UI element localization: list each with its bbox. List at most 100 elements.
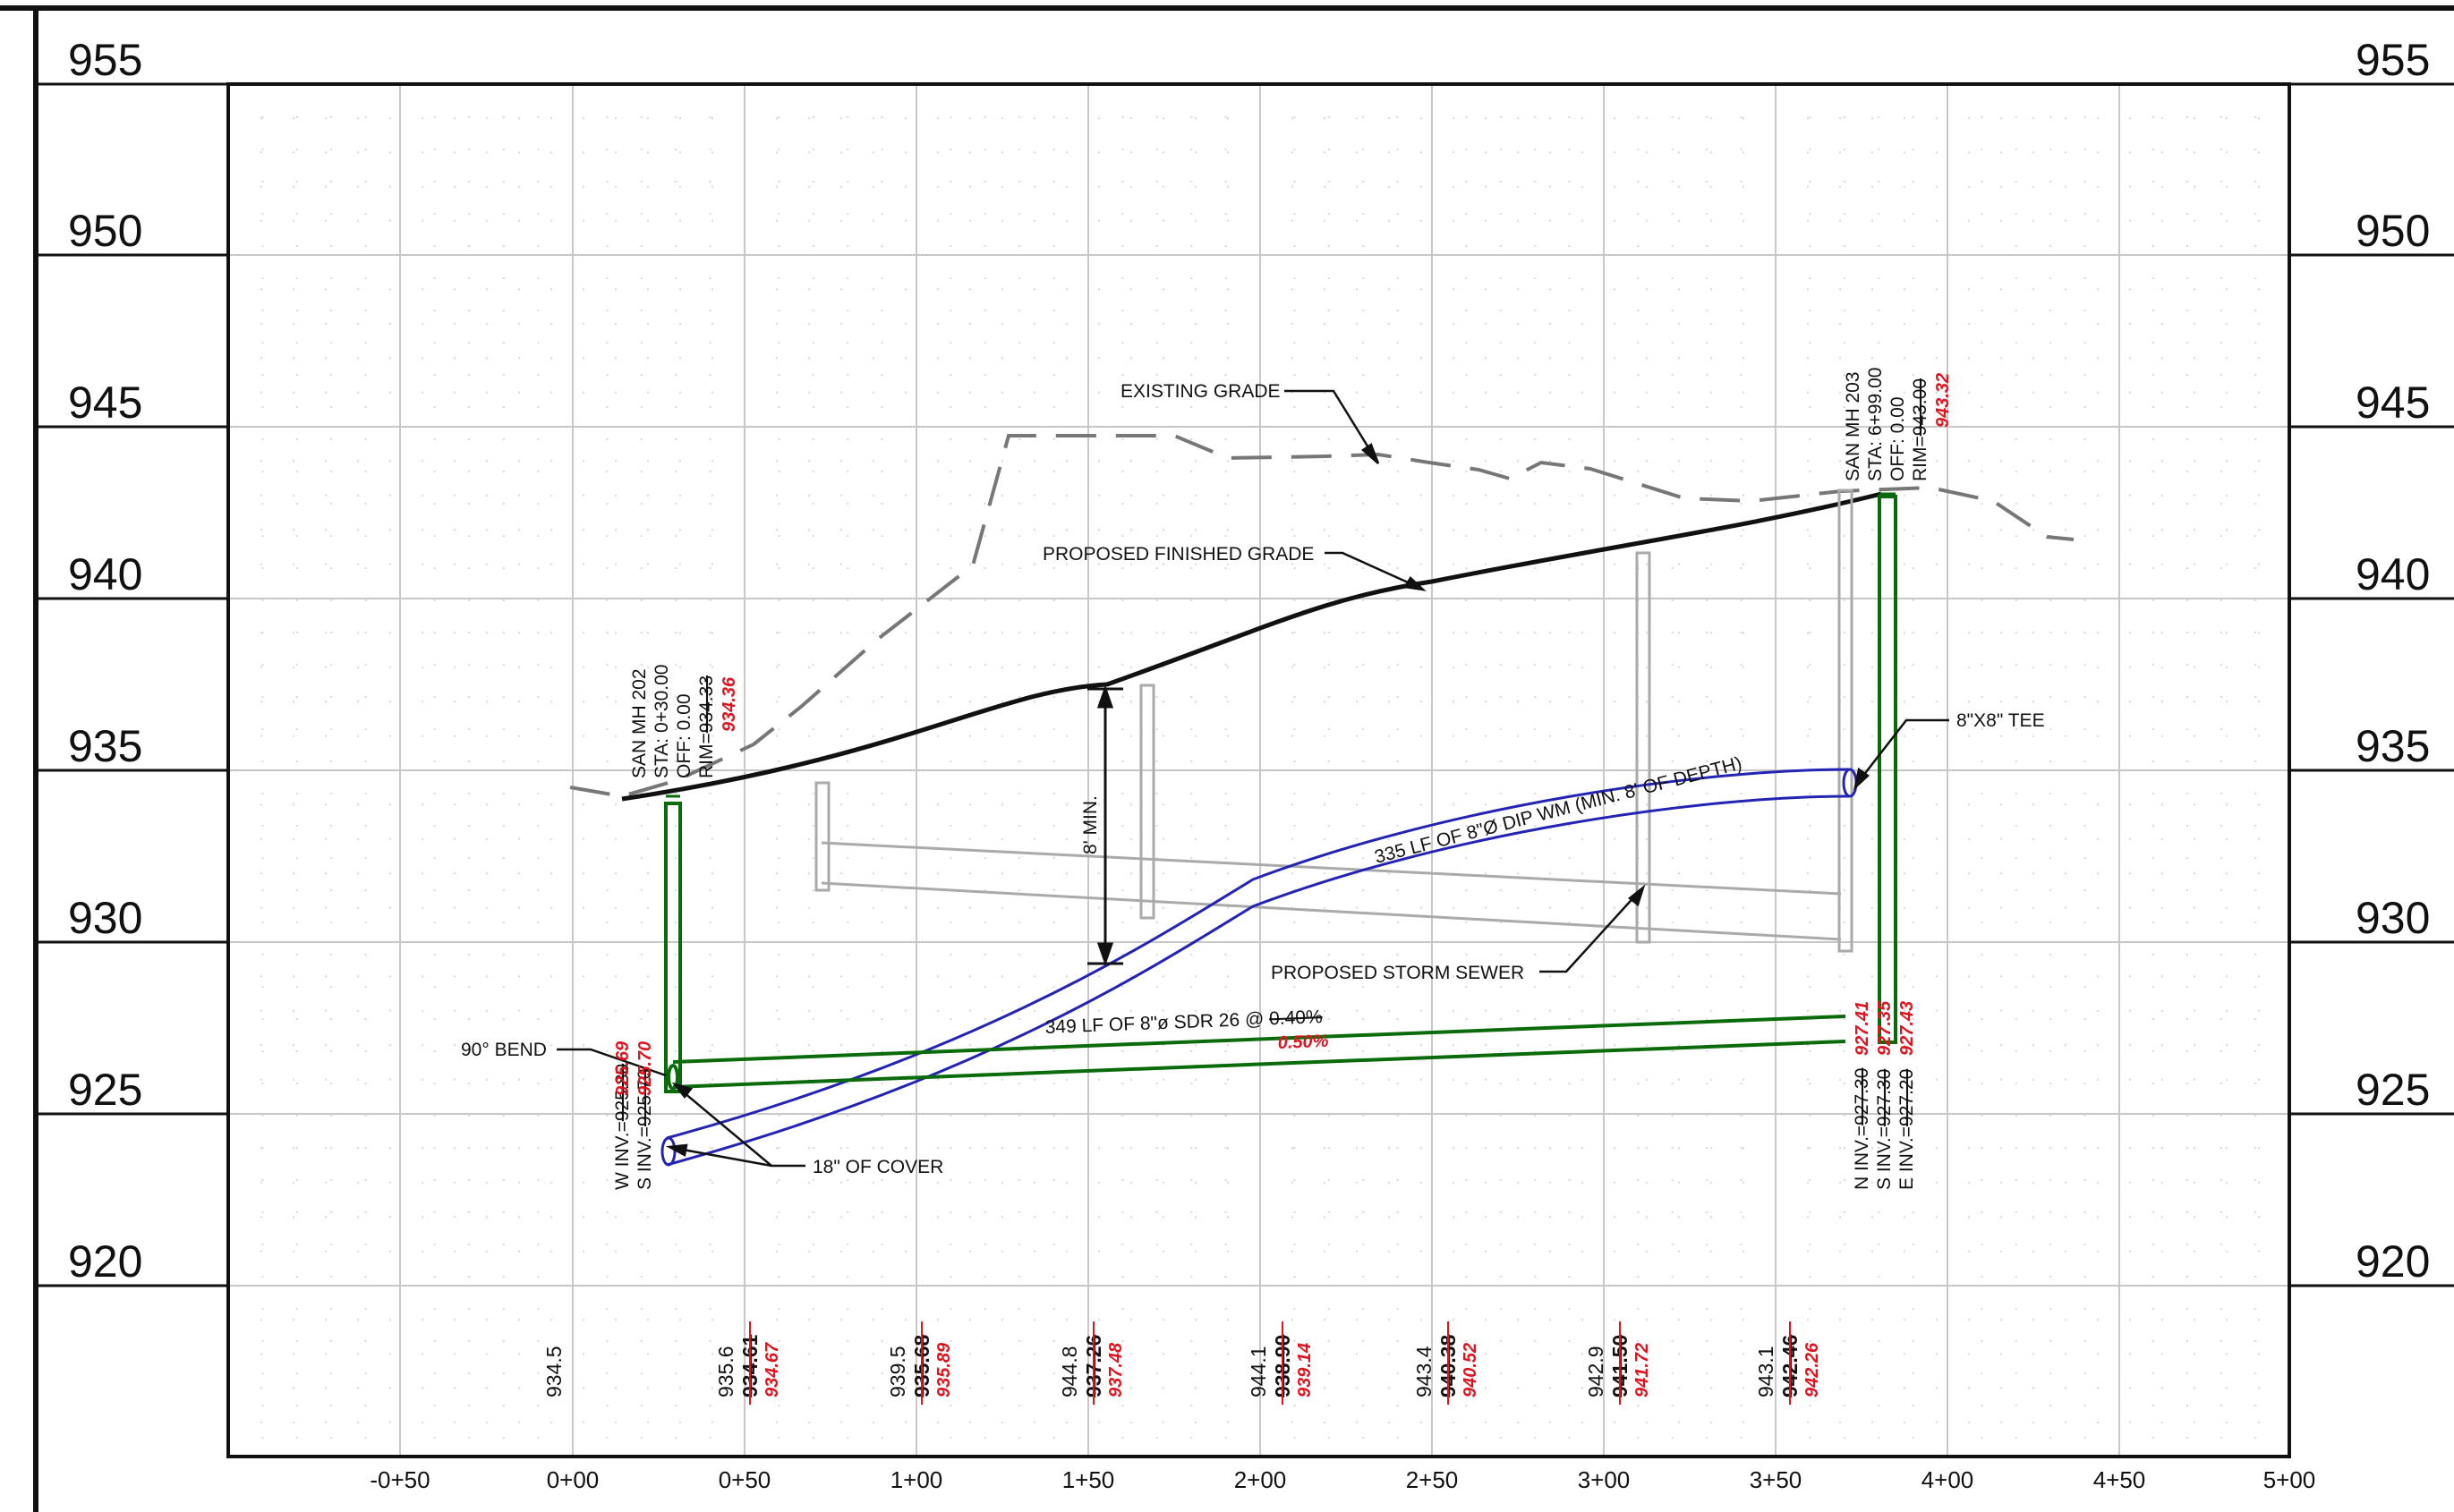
proposed-grade-new: 940.52 bbox=[1461, 1343, 1480, 1397]
proposed-finished-grade-line bbox=[621, 491, 1882, 802]
elevation-label-left: 935 bbox=[68, 721, 142, 771]
mh203-off: OFF: 0.00 bbox=[1887, 396, 1908, 481]
mh203-n-inv-new: 927.41 bbox=[1853, 1001, 1872, 1056]
elevation-label-right: 955 bbox=[2356, 35, 2430, 85]
major-grid bbox=[228, 84, 2289, 1457]
elevation-label-right: 935 bbox=[2356, 721, 2430, 771]
mh203-rim-prefix: RIM= bbox=[1910, 436, 1930, 481]
mh202-rim-new: 934.36 bbox=[720, 676, 739, 732]
mh203-rim-new: 943.32 bbox=[1933, 373, 1953, 428]
storm-sewer bbox=[814, 488, 1853, 953]
station-label: -0+50 bbox=[370, 1466, 430, 1493]
cover-leader-1 bbox=[677, 1087, 805, 1168]
elevation-label-right: 920 bbox=[2356, 1236, 2430, 1287]
mh202-callout: SAN MH 202 STA: 0+30.00 OFF: 0.00 RIM=93… bbox=[612, 665, 739, 1190]
station-label: 1+00 bbox=[890, 1466, 943, 1493]
proposed-grade-new: 941.72 bbox=[1632, 1343, 1652, 1397]
existing-grade-value: 944.1 bbox=[1247, 1346, 1270, 1397]
existing-grade-value: 934.5 bbox=[542, 1346, 566, 1397]
station-label: 4+50 bbox=[2093, 1466, 2146, 1493]
elevation-label-right: 950 bbox=[2356, 206, 2430, 256]
elevation-axis: 955 955 950 950 945 945 940 940 935 935 930 930 925 9… bbox=[36, 35, 2454, 1287]
mh202-s-inv-old: 925.70 bbox=[635, 1069, 655, 1126]
watermain-bottom bbox=[666, 794, 1851, 1167]
mh203-e-inv-prefix: E INV.= bbox=[1896, 1126, 1917, 1190]
mh202-sta: STA: 0+30.00 bbox=[652, 665, 672, 778]
elevation-label-right: 930 bbox=[2356, 893, 2430, 943]
min-depth-arrow-top bbox=[1096, 684, 1114, 709]
storm-pipe-top bbox=[821, 841, 1842, 896]
mh203-n-inv: N INV.=927.30 bbox=[1852, 1068, 1872, 1190]
station-axis: -0+50 0+00 0+50 1+00 1+50 2+00 2+50 3+00 3+50 4+0… bbox=[370, 1466, 2315, 1493]
mh202-name: SAN MH 202 bbox=[629, 668, 650, 778]
sanitary-label-text: 349 LF OF 8"ø SDR 26 @ bbox=[1044, 1008, 1269, 1038]
station-label: 1+50 bbox=[1062, 1466, 1115, 1493]
tee-arrow bbox=[1853, 767, 1870, 791]
tee-label: 8"X8" TEE bbox=[1956, 710, 2045, 731]
proposed-grade-new: 937.48 bbox=[1106, 1342, 1126, 1397]
mh202-off: OFF: 0.00 bbox=[674, 693, 694, 778]
mh203-e-inv-old: 927.20 bbox=[1896, 1069, 1917, 1126]
mh203-s-inv-prefix: S INV.= bbox=[1874, 1126, 1895, 1190]
min-depth-label: 8' MIN. bbox=[1080, 795, 1101, 854]
station-label: 0+00 bbox=[547, 1466, 600, 1493]
min-depth-dimension bbox=[1087, 684, 1123, 966]
mh203-e-inv: E INV.=927.20 bbox=[1896, 1069, 1917, 1190]
elevation-label-left: 925 bbox=[68, 1065, 142, 1115]
proposed-grade-new: 935.89 bbox=[934, 1342, 954, 1397]
mh203-sta: STA: 6+99.00 bbox=[1865, 368, 1886, 481]
elevation-label-right: 940 bbox=[2356, 549, 2430, 599]
elevation-label-left: 930 bbox=[68, 893, 142, 943]
mh202-rim-old: 934.33 bbox=[696, 675, 717, 733]
proposed-grade-arrow bbox=[1402, 576, 1427, 591]
sanitary-pipe-top bbox=[672, 1015, 1846, 1064]
storm-label: PROPOSED STORM SEWER bbox=[1271, 963, 1524, 983]
bend-label: 90° BEND bbox=[461, 1040, 547, 1060]
mh202-s-inv-new: 925.70 bbox=[635, 1041, 655, 1096]
watermain-end-tee bbox=[1842, 768, 1858, 798]
storm-structure-3 bbox=[1635, 551, 1651, 944]
mh203-n-inv-old: 927.30 bbox=[1852, 1068, 1872, 1126]
mh203-rim-old: 943.00 bbox=[1910, 378, 1930, 436]
storm-structure-1 bbox=[814, 781, 831, 892]
sanitary-pipe-bottom bbox=[672, 1040, 1846, 1089]
existing-grade-label: EXISTING GRADE bbox=[1120, 381, 1281, 402]
existing-grade-arrow bbox=[1360, 443, 1380, 464]
watermain-top bbox=[666, 768, 1851, 1140]
cover-leader-2 bbox=[672, 1146, 772, 1168]
mh202-s-inv-prefix: S INV.= bbox=[635, 1126, 655, 1190]
sanitary-new-slope: 0.50% bbox=[1277, 1032, 1329, 1053]
storm-structure-4 bbox=[1837, 488, 1853, 953]
mh203-name: SAN MH 203 bbox=[1843, 371, 1863, 481]
mh202-rim: RIM=934.33 bbox=[696, 675, 717, 778]
cover-label: 18" OF COVER bbox=[813, 1157, 943, 1177]
mh203-n-inv-prefix: N INV.= bbox=[1852, 1126, 1872, 1190]
cover-arrow-1 bbox=[671, 1082, 694, 1100]
station-label: 3+50 bbox=[1750, 1466, 1802, 1493]
cover-arrow-2 bbox=[665, 1143, 688, 1157]
elevation-label-right: 945 bbox=[2356, 378, 2430, 428]
leaders bbox=[557, 389, 1949, 1168]
station-label: 2+50 bbox=[1406, 1466, 1459, 1493]
grade-table: 934.5 935.6 934.61 934.67 939.5 935.68 935.89 9… bbox=[542, 1321, 1822, 1405]
tee-leader bbox=[1859, 718, 1949, 781]
elevation-label-left: 955 bbox=[68, 35, 142, 85]
bend-fitting bbox=[667, 1064, 679, 1091]
min-depth-arrow-bottom bbox=[1096, 942, 1114, 966]
existing-grade-value: 943.4 bbox=[1412, 1346, 1436, 1397]
existing-grade-value: 935.6 bbox=[714, 1346, 737, 1397]
watermain-end-west bbox=[660, 1136, 677, 1167]
storm-leader bbox=[1539, 892, 1639, 973]
station-label: 3+00 bbox=[1578, 1466, 1631, 1493]
mh203-s-inv: S INV.=927.30 bbox=[1874, 1069, 1895, 1190]
elevation-label-right: 925 bbox=[2356, 1065, 2430, 1115]
storm-arrow bbox=[1627, 884, 1646, 907]
mh202-s-inv: S INV.=925.70 bbox=[635, 1069, 655, 1190]
sanitary-old-slope: 0.40% bbox=[1269, 1007, 1323, 1029]
existing-grade-value: 942.9 bbox=[1584, 1346, 1607, 1397]
mh203-structure bbox=[1878, 495, 1897, 1044]
proposed-grade-label: PROPOSED FINISHED GRADE bbox=[1043, 544, 1314, 565]
mh203-s-inv-new: 927.35 bbox=[1875, 1000, 1895, 1056]
existing-grade-value: 939.5 bbox=[886, 1346, 909, 1397]
